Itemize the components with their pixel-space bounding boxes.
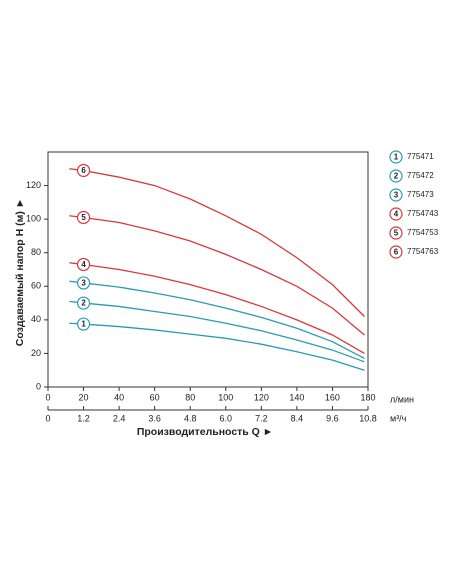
y-tick-label: 60 (31, 281, 41, 291)
legend-label: 775473 (407, 190, 434, 199)
x2-unit: м³/ч (390, 413, 407, 423)
series-line (69, 215, 365, 336)
x-tick-label: 0 (45, 392, 50, 402)
legend-marker-label: 2 (394, 172, 399, 181)
curve-label: 1 (81, 320, 86, 329)
legend-marker (389, 245, 403, 259)
legend-marker-label: 4 (394, 210, 399, 219)
curve-marker (76, 257, 91, 272)
x-tick-label: 160 (325, 392, 340, 402)
x-tick-label: 20 (79, 392, 89, 402)
legend-marker-label: 5 (394, 229, 399, 238)
legend-label: 775471 (407, 152, 434, 161)
y-axis-label: Создаваемый напор H (м) ► (14, 198, 26, 346)
legend-label: 7754753 (407, 228, 439, 237)
legend-marker-label: 6 (394, 248, 399, 257)
legend-marker (389, 207, 403, 221)
curve-marker (76, 296, 91, 310)
x-tick-label: 120 (254, 392, 269, 402)
curve-marker (76, 317, 91, 331)
series-line (69, 322, 365, 371)
x-tick-label: 140 (289, 392, 304, 402)
y-tick-label: 0 (36, 381, 41, 391)
x2-tick-label: 10.8 (359, 413, 377, 423)
plot-frame (47, 151, 369, 388)
curve-label: 5 (81, 213, 86, 222)
legend-marker (389, 150, 403, 164)
curve-label: 3 (81, 279, 86, 288)
curve-label: 4 (81, 260, 86, 269)
series-line (69, 262, 365, 354)
legend-label: 7754743 (407, 209, 439, 218)
curve-marker (76, 210, 91, 225)
x2-tick-label: 8.4 (291, 413, 304, 423)
series-line (69, 280, 365, 360)
x-tick-label: 100 (218, 392, 233, 402)
x2-tick-label: 2.4 (113, 413, 126, 423)
x-tick-label: 180 (360, 392, 375, 402)
legend-label: 7754763 (407, 247, 439, 256)
curve-label: 2 (81, 299, 86, 308)
x-tick-label: 40 (114, 392, 124, 402)
legend-marker (389, 169, 403, 183)
curve-marker (76, 276, 91, 290)
legend-marker (389, 226, 403, 240)
legend-marker-label: 3 (394, 191, 399, 200)
x2-tick-label: 7.2 (255, 413, 268, 423)
series-line (69, 300, 365, 363)
y-tick-label: 100 (26, 214, 41, 224)
x2-tick-label: 6.0 (220, 413, 233, 423)
x2-tick-label: 1.2 (77, 413, 90, 423)
x2-tick-label: 3.6 (148, 413, 161, 423)
legend-marker (389, 188, 403, 202)
legend-marker-label: 1 (394, 153, 399, 162)
legend-label: 775472 (407, 171, 434, 180)
curve-label: 6 (81, 166, 86, 175)
x-unit: л/мин (390, 394, 414, 404)
x-tick-label: 60 (150, 392, 160, 402)
x-axis-label: Производительность Q ► (137, 426, 273, 438)
y-tick-label: 120 (26, 180, 41, 190)
curve-marker (76, 163, 91, 178)
series-line (69, 168, 365, 317)
x2-tick-label: 9.6 (326, 413, 339, 423)
y-tick-label: 80 (31, 247, 41, 257)
x2-tick-label: 0 (45, 413, 50, 423)
x-tick-label: 80 (185, 392, 195, 402)
y-tick-label: 20 (31, 348, 41, 358)
y-tick-label: 40 (31, 314, 41, 324)
x2-tick-label: 4.8 (184, 413, 197, 423)
